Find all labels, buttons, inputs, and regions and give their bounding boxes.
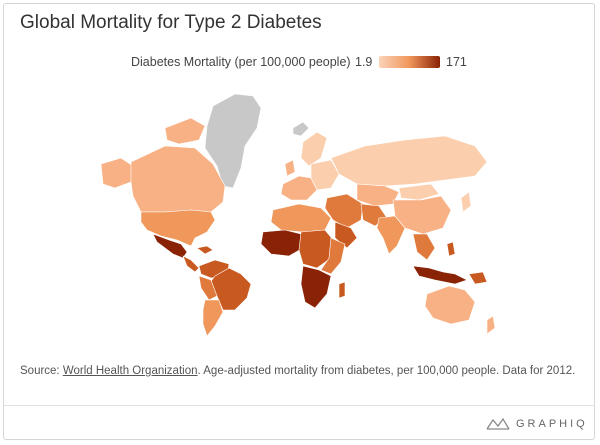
region-canada-islands[interactable] [164,117,206,145]
region-central-america[interactable] [182,255,200,273]
region-philippines[interactable] [446,241,456,257]
legend-label: Diabetes Mortality (per 100,000 people) [131,55,351,69]
region-australia[interactable] [424,285,476,325]
region-east-africa[interactable] [320,237,346,275]
region-alaska[interactable] [100,157,134,189]
region-united-states[interactable] [140,209,216,247]
region-russia[interactable] [330,135,488,187]
region-mongolia[interactable] [398,183,440,201]
region-iceland[interactable] [292,121,310,137]
source-note: Source: World Health Organization. Age-a… [20,365,575,377]
region-madagascar[interactable] [338,281,346,299]
legend: Diabetes Mortality (per 100,000 people) … [0,53,600,71]
region-indonesia[interactable] [412,265,468,285]
region-japan[interactable] [460,191,472,213]
footer-divider [3,405,595,406]
brand[interactable]: GRAPHIQ [486,416,588,432]
region-papua[interactable] [468,271,488,285]
legend-min: 1.9 [355,55,373,69]
region-peru-bolivia[interactable] [198,275,218,301]
region-mexico[interactable] [152,233,188,259]
region-new-zealand[interactable] [486,315,496,335]
region-western-europe[interactable] [280,175,318,201]
region-central-africa[interactable] [298,229,336,269]
region-scandinavia[interactable] [300,131,328,167]
region-central-asia[interactable] [356,183,400,207]
region-north-africa[interactable] [270,203,332,233]
world-map [100,93,496,337]
graphiq-logo-icon [486,417,510,430]
brand-name: GRAPHIQ [516,418,588,430]
region-southern-africa[interactable] [300,265,332,309]
region-middle-east[interactable] [324,193,364,229]
region-argentina-chile[interactable] [202,299,224,337]
region-greenland[interactable] [204,93,262,189]
legend-gradient [379,56,440,68]
region-arabian-peninsula[interactable] [334,221,358,249]
source-suffix: . Age-adjusted mortality from diabetes, … [197,365,576,377]
source-link[interactable]: World Health Organization [62,365,198,377]
region-uk[interactable] [284,159,296,177]
region-caribbean[interactable] [196,245,214,255]
region-eastern-europe[interactable] [310,159,340,191]
region-china[interactable] [392,195,452,235]
region-southeast-asia[interactable] [412,233,436,261]
region-west-africa[interactable] [260,229,304,257]
legend-max: 171 [446,55,467,69]
page-title: Global Mortality for Type 2 Diabetes [20,12,322,33]
source-prefix: Source: [20,365,63,377]
